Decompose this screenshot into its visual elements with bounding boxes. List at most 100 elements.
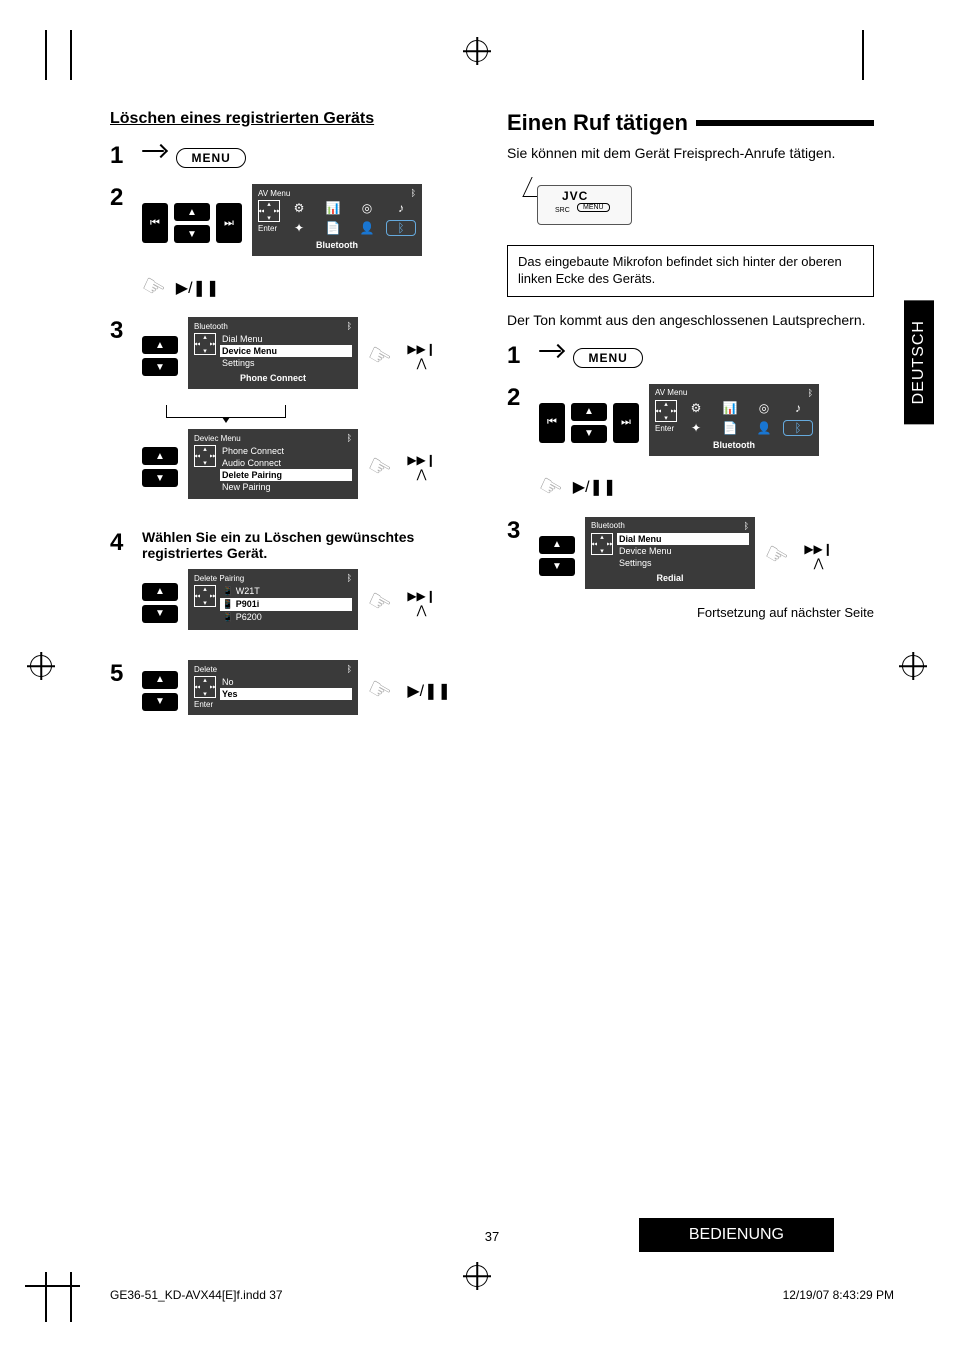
screen-list-item: 📱 W21T — [220, 585, 352, 598]
screen-title: Bluetooth — [194, 322, 228, 331]
nav-down-icon[interactable]: ▼ — [142, 693, 178, 711]
bluetooth-icon: ᛒ — [744, 521, 749, 531]
step-number: 3 — [507, 517, 527, 545]
nav-down-icon[interactable]: ▼ — [571, 425, 607, 443]
nav-updown[interactable]: ▲ ▼ — [142, 583, 178, 623]
bluetooth-icon: ᛒ — [347, 321, 352, 331]
crop-mark — [862, 30, 864, 80]
nav-updown[interactable]: ▲ ▼ — [142, 671, 178, 711]
nav-prev-icon[interactable]: ⏮ — [142, 203, 168, 243]
screen-footer: Bluetooth — [258, 240, 416, 250]
step-5: 5 ▲ ▼ Deleteᛒ ▴▾◂◂▸▸ — [110, 660, 477, 731]
nav-cross-icon: ▴▾◂◂▸▸ — [194, 445, 216, 467]
nav-updown[interactable]: ▲ ▼ — [142, 336, 178, 376]
screen-footer: Bluetooth — [655, 440, 813, 450]
screen-list-item: Yes — [220, 688, 352, 700]
nav-updown[interactable]: ▲ ▼ — [539, 536, 575, 576]
screen-title: Delete — [194, 665, 217, 674]
nav-down-icon[interactable]: ▼ — [142, 605, 178, 623]
nav-up-icon[interactable]: ▲ — [142, 583, 178, 601]
nav-cross-icon: ▴▾◂◂▸▸ — [591, 533, 613, 555]
bluetooth-icon: ᛒ — [411, 188, 416, 198]
av-menu-icons: ⚙📊◎♪ ✦📄👤ᛒ — [681, 400, 813, 436]
nav-down-icon[interactable]: ▼ — [539, 558, 575, 576]
screen-list-item: Audio Connect — [220, 457, 352, 469]
step-2: 2 ⏮ ▲ ▼ ⏭ AV Menu ᛒ — [110, 184, 477, 303]
hand-pointer-icon: ☞ — [136, 268, 172, 307]
pointer-arrow-icon — [142, 142, 172, 162]
crop-mark — [70, 1272, 72, 1322]
bluetooth-icon: ᛒ — [808, 388, 813, 398]
nav-down-icon[interactable]: ▼ — [142, 358, 178, 376]
screen-title: AV Menu — [655, 388, 687, 397]
nav-pad[interactable]: ⏮ ▲ ▼ ⏭ — [142, 203, 242, 243]
nav-next-icon[interactable]: ⏭ — [613, 403, 639, 443]
forward-button[interactable]: ▶▶❙⋀ — [407, 454, 436, 480]
bluetooth-menu-screen: Bluetoothᛒ ▴▾◂◂▸▸ Dial MenuDevice MenuSe… — [188, 317, 358, 389]
intro-text: Sie können mit dem Gerät Freisprech-Anru… — [507, 144, 874, 163]
play-pause-icon[interactable]: ▶/❚❚ — [176, 278, 220, 298]
screen-list-item: Dial Menu — [220, 333, 352, 345]
screen-list-item: Delete Pairing — [220, 469, 352, 481]
menu-button[interactable]: MENU — [176, 148, 245, 168]
device-brand: JVC — [562, 189, 588, 203]
nav-down-icon[interactable]: ▼ — [142, 469, 178, 487]
play-pause-icon[interactable]: ▶/❚❚ — [407, 681, 451, 701]
nav-prev-icon[interactable]: ⏮ — [539, 403, 565, 443]
nav-cross-icon: ▴▾◂◂▸▸ — [194, 676, 216, 698]
microphone-note: Das eingebaute Mikrofon befindet sich hi… — [507, 245, 874, 297]
device-illustration: JVC SRC MENU — [507, 175, 637, 235]
forward-button[interactable]: ▶▶❙⋀ — [804, 543, 833, 569]
nav-up-icon[interactable]: ▲ — [142, 447, 178, 465]
av-menu-screen: AV Menuᛒ ▴▾◂◂▸▸ Enter ⚙📊◎♪ — [649, 384, 819, 456]
nav-pad[interactable]: ⏮ ▲ ▼ ⏭ — [539, 403, 639, 443]
language-tab: DEUTSCH — [904, 300, 934, 424]
indd-file: GE36-51_KD-AVX44[E]f.indd 37 — [110, 1288, 283, 1302]
nav-up-icon[interactable]: ▲ — [174, 203, 210, 221]
hand-pointer-icon: ☞ — [362, 337, 398, 376]
footer-section-tab: BEDIENUNG — [639, 1218, 834, 1252]
nav-next-icon[interactable]: ⏭ — [216, 203, 242, 243]
hand-pointer-icon: ☞ — [362, 448, 398, 487]
nav-up-icon[interactable]: ▲ — [571, 403, 607, 421]
forward-button[interactable]: ▶▶❙⋀ — [407, 343, 436, 369]
nav-up-icon[interactable]: ▲ — [539, 536, 575, 554]
bluetooth-menu-screen: Bluetoothᛒ ▴▾◂◂▸▸ Dial MenuDevice MenuSe… — [585, 517, 755, 589]
nav-cross-icon: ▴▾◂◂▸▸ — [258, 200, 280, 222]
screen-list-item: Settings — [220, 357, 352, 369]
nav-down-icon[interactable]: ▼ — [174, 225, 210, 243]
step-3: 3 ▲ ▼ Bluetoothᛒ ▴▾◂◂▸▸ — [507, 517, 874, 620]
page-content: DEUTSCH Löschen eines registrierten Gerä… — [110, 110, 874, 1252]
step-number: 2 — [110, 184, 130, 212]
av-menu-screen: AV Menuᛒ ▴▾◂◂▸▸ Enter ⚙📊◎♪ — [252, 184, 422, 256]
continued-text: Fortsetzung auf nächster Seite — [539, 605, 874, 620]
step-1: 1 MENU — [507, 342, 874, 370]
src-label: SRC — [555, 207, 570, 214]
screen-title: Deviec Menu — [194, 434, 241, 443]
screen-list-item: Device Menu — [617, 545, 749, 557]
speaker-text: Der Ton kommt aus den angeschlossenen La… — [507, 311, 874, 330]
step-1: 1 MENU — [110, 142, 477, 170]
flow-connector-icon — [166, 405, 286, 425]
step-number: 2 — [507, 384, 527, 412]
play-pause-icon[interactable]: ▶/❚❚ — [573, 477, 617, 497]
crop-mark — [45, 1272, 47, 1322]
screen-title: AV Menu — [258, 189, 290, 198]
nav-up-icon[interactable]: ▲ — [142, 671, 178, 689]
nav-updown[interactable]: ▲ ▼ — [142, 447, 178, 487]
registration-mark — [466, 1265, 488, 1287]
forward-button[interactable]: ▶▶❙⋀ — [407, 590, 436, 616]
screen-list-item: 📱 P901i — [220, 598, 352, 611]
section-heading: Löschen eines registrierten Geräts — [110, 110, 477, 128]
nav-up-icon[interactable]: ▲ — [142, 336, 178, 354]
crop-mark — [70, 30, 72, 80]
menu-button[interactable]: MENU — [573, 348, 642, 368]
bluetooth-icon: ᛒ — [347, 433, 352, 443]
pointer-arrow-icon — [539, 342, 569, 362]
bluetooth-icon: ᛒ — [347, 664, 352, 674]
page-number: 37 — [485, 1229, 499, 1244]
screen-footer: Redial — [591, 573, 749, 583]
hand-pointer-icon: ☞ — [533, 468, 569, 507]
step-number: 1 — [110, 142, 130, 170]
screen-list-item: Phone Connect — [220, 445, 352, 457]
